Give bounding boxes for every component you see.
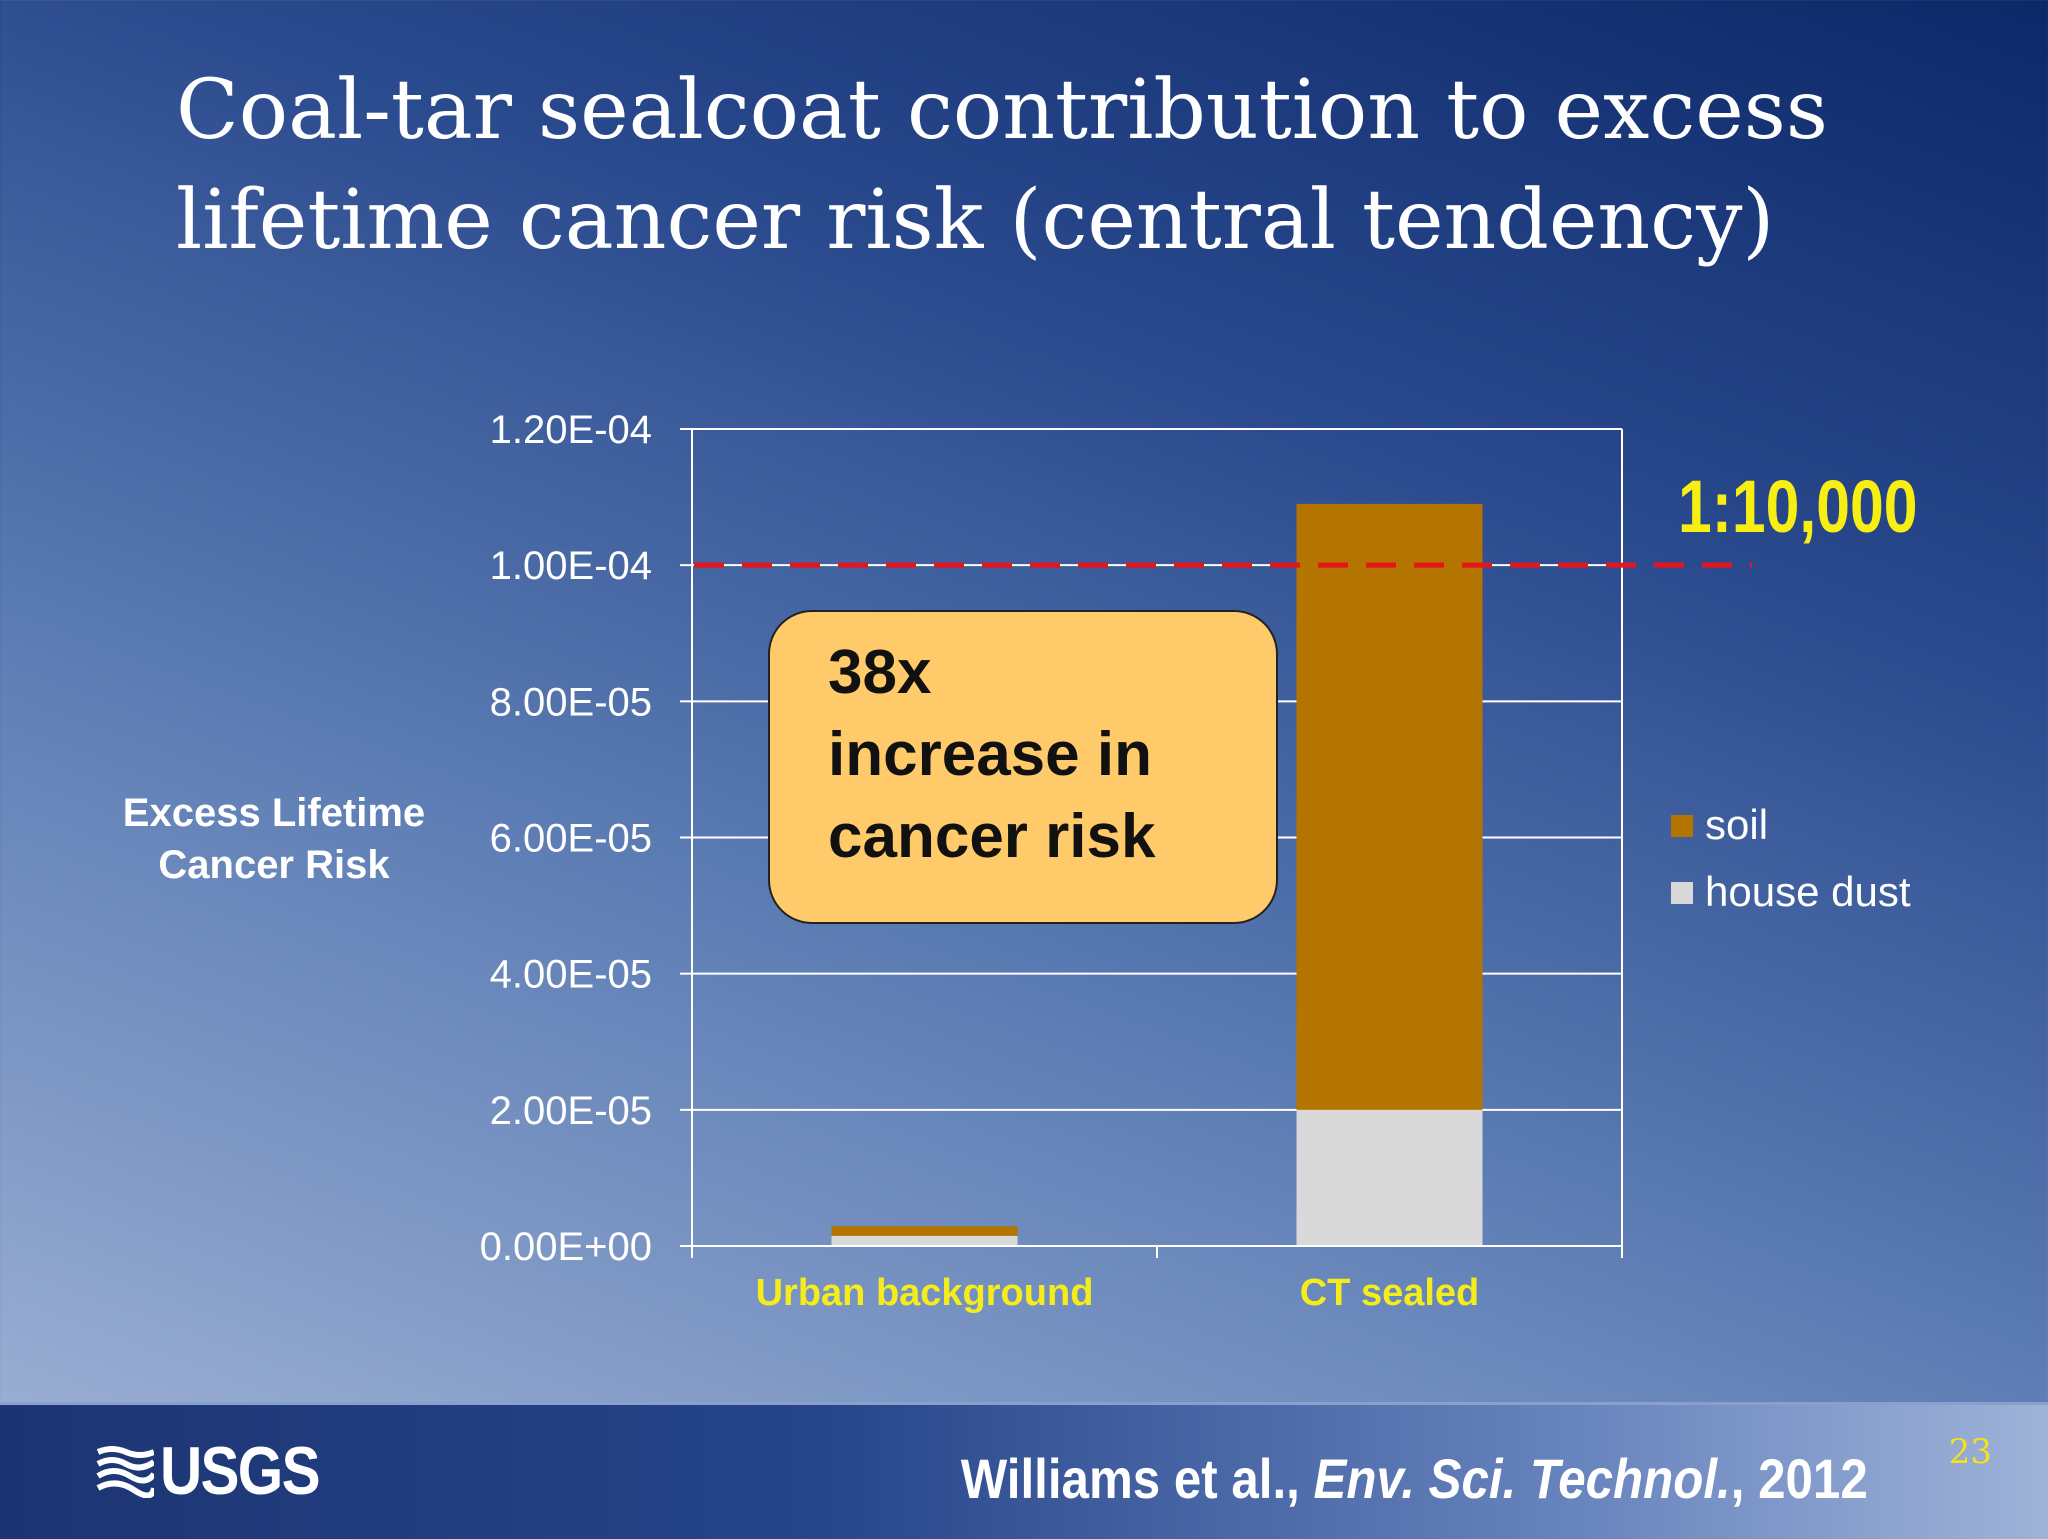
callout-line-3: cancer risk [828,802,1156,871]
y-tick-label: 8.00E-05 [490,680,652,724]
y-tick-label: 6.00E-05 [490,817,652,861]
y-axis-title-line-2: Cancer Risk [158,843,390,887]
slide-title: Coal-tar sealcoat contribution to excess… [176,56,1936,276]
bar-segment [831,1235,1018,1246]
y-tick-label: 1.00E-04 [490,544,652,588]
usgs-logo-text: USGS [160,1433,321,1509]
x-tick-label: CT sealed [1300,1272,1480,1314]
citation: Williams et al., Env. Sci. Technol., 201… [961,1446,1868,1511]
usgs-logo: USGS [96,1433,345,1509]
callout-line-2: increase in [828,720,1152,789]
x-tick-labels: Urban background CT sealed [691,1246,1623,1314]
footer-band [0,1402,2048,1539]
slide-title-line-2: lifetime cancer risk (central tendency) [176,173,1775,268]
bar-segment [831,1226,1018,1236]
bar-segment [1296,503,1483,1110]
x-tick-label: Urban background [756,1272,1094,1314]
y-tick-labels: 0.00E+00 2.00E-05 4.00E-05 6.00E-05 8.00E-05… [480,408,652,1269]
threshold-label: 1:10,000 [1678,466,1918,548]
bars [831,503,1483,1246]
y-axis-title: Excess Lifetime Cancer Risk [123,791,425,887]
legend-swatch [1671,815,1693,837]
citation-year: , 2012 [1730,1447,1868,1510]
increase-callout: 38x increase in cancer risk [768,610,1278,924]
legend: soil house dust [1671,801,1911,915]
bar-segment [1296,1109,1483,1246]
y-tick-label: 0.00E+00 [480,1225,652,1269]
y-tick-label: 1.20E-04 [490,408,652,452]
legend-label: soil [1705,801,1768,848]
y-tick-label: 4.00E-05 [490,953,652,997]
page-number: 23 [1948,1432,1992,1472]
legend-swatch [1671,882,1693,904]
usgs-wave-icon [96,1446,154,1498]
callout-line-1: 38x [828,638,932,707]
threshold: 1:10,000 [694,466,1918,568]
citation-journal: Env. Sci. Technol. [1313,1447,1731,1510]
y-axis-title-line-1: Excess Lifetime [123,791,425,835]
citation-authors: Williams et al., [960,1447,1314,1510]
y-tick-label: 2.00E-05 [490,1089,652,1133]
legend-label: house dust [1705,868,1911,915]
slide-title-line-1: Coal-tar sealcoat contribution to excess [176,63,1828,158]
